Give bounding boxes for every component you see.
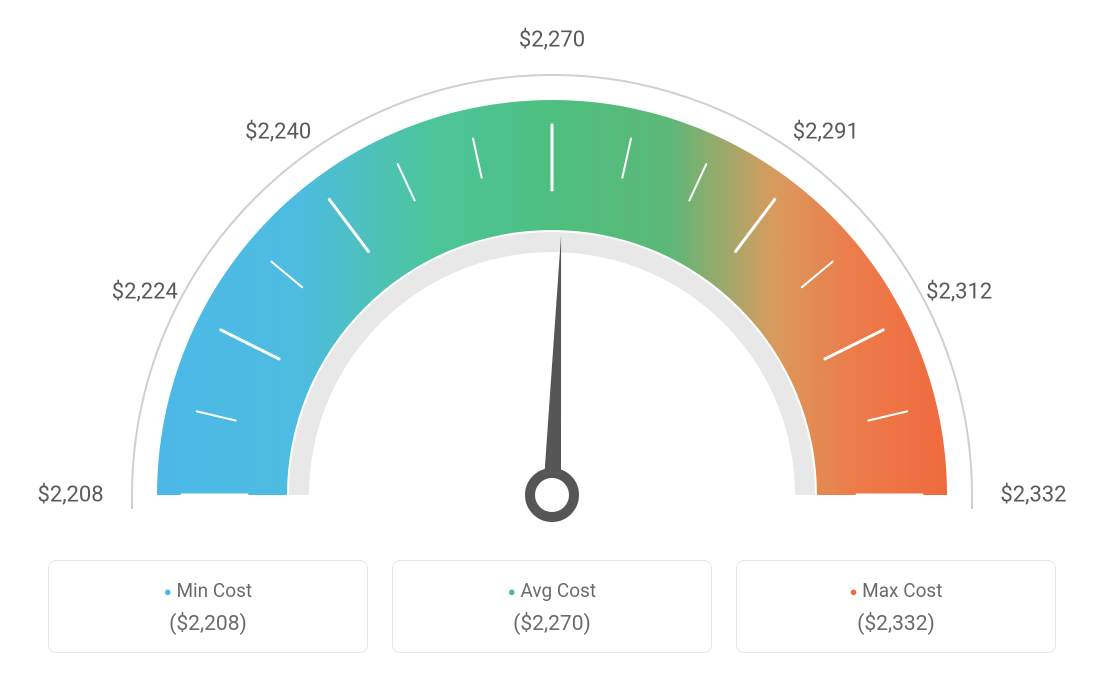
min-cost-title: ● Min Cost [69,579,347,602]
min-cost-card: ● Min Cost ($2,208) [48,560,368,653]
gauge-tick-label: $2,332 [1000,483,1066,508]
gauge-tick-label: $2,208 [37,483,103,508]
gauge-tick-label: $2,312 [926,279,992,304]
avg-cost-card: ● Avg Cost ($2,270) [392,560,712,653]
gauge-tick-label: $2,240 [245,119,311,144]
gauge-chart: $2,208 $2,224 $2,240 $2,270 $2,291 $2,312 $2,3… [0,0,1104,540]
summary-cards: ● Min Cost ($2,208) ● Avg Cost ($2,270) … [0,560,1104,653]
avg-cost-title: ● Avg Cost [413,579,691,602]
min-cost-value: ($2,208) [69,612,347,636]
max-cost-value: ($2,332) [757,612,1035,636]
gauge-tick-label: $2,270 [519,28,585,53]
gauge-tick-label: $2,291 [793,119,859,144]
max-cost-card: ● Max Cost ($2,332) [736,560,1056,653]
avg-cost-value: ($2,270) [413,612,691,636]
max-cost-title: ● Max Cost [757,579,1035,602]
gauge-tick-label: $2,224 [112,279,178,304]
